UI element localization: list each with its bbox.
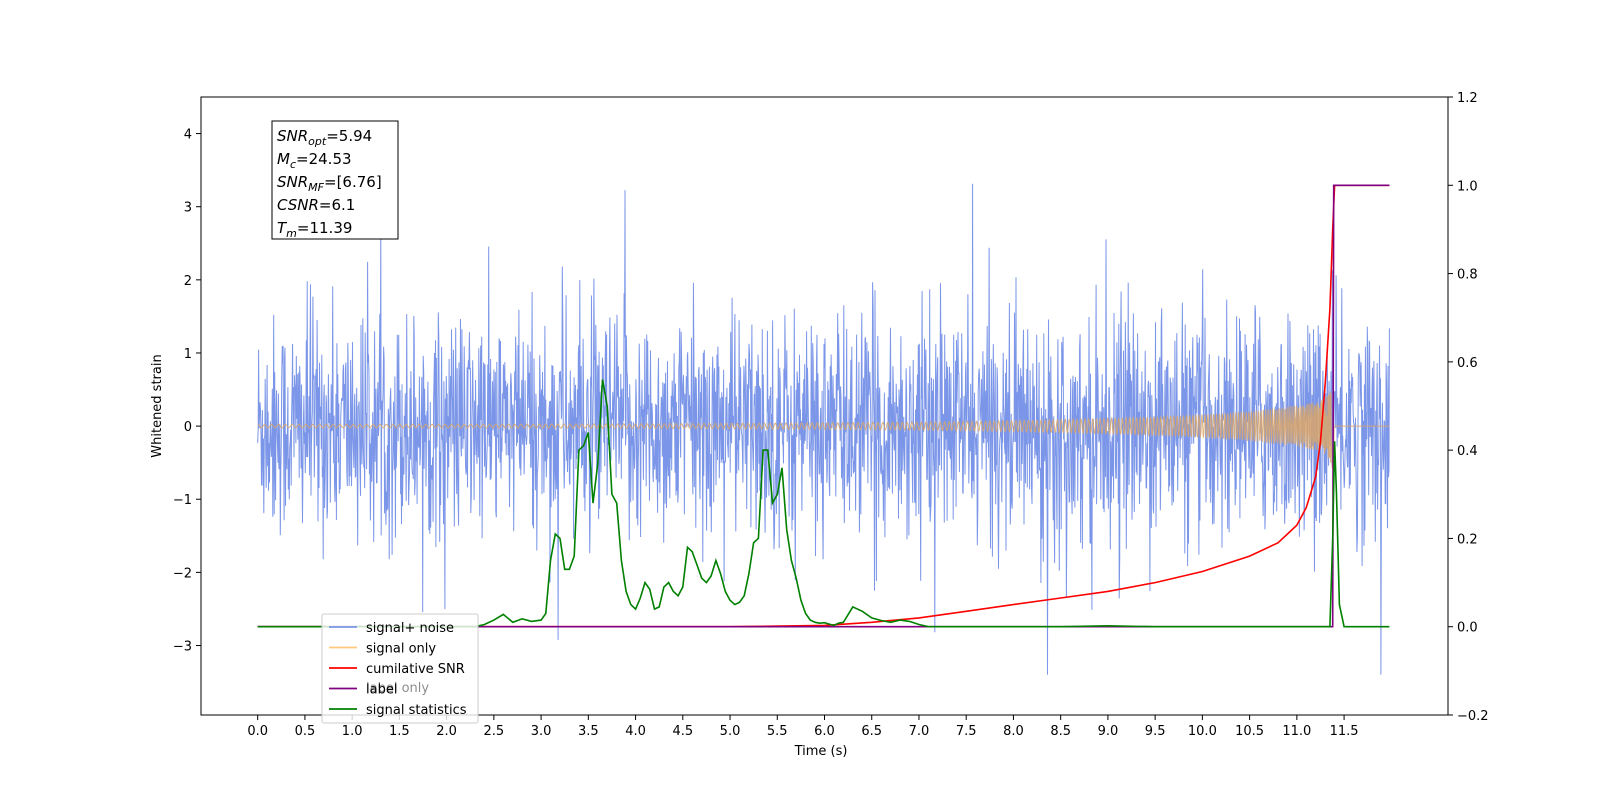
legend: label only signal+ noise signal only cumila… [321, 613, 479, 724]
info-subscript: opt [308, 135, 327, 148]
series-layer [257, 184, 1390, 628]
x-tick-label: 0.0 [247, 724, 268, 739]
y-tick-label-left: 1 [184, 347, 192, 362]
legend-label: label [366, 683, 397, 698]
x-tick-label: 2.0 [436, 724, 457, 739]
x-tick-label: 7.5 [956, 724, 977, 739]
x-tick-label: 4.5 [672, 724, 693, 739]
x-tick-label: 8.5 [1050, 724, 1071, 739]
info-line: Tm=11.39 [277, 219, 352, 240]
x-tick-label: 2.5 [484, 724, 505, 739]
info-box: SNRopt=5.94Mc=24.53SNRMF=[6.76]CSNR=6.1T… [271, 120, 399, 240]
info-symbol: M [277, 150, 290, 168]
x-tick-label: 3.0 [531, 724, 552, 739]
info-line: Mc=24.53 [277, 150, 352, 171]
legend-label: signal statistics [366, 703, 467, 718]
x-tick-label: 8.0 [1003, 724, 1024, 739]
y-tick-label-left: 0 [184, 420, 192, 435]
y-tick-label-right: 0.2 [1457, 532, 1478, 547]
info-subscript: m [286, 227, 297, 240]
y-axis-left: −3 −2 −1 0 1 2 3 4 [173, 128, 201, 655]
legend-label: signal only [366, 642, 436, 657]
series-signal-statistics [257, 379, 1390, 628]
y-tick-label-left: 3 [184, 201, 192, 216]
y-tick-label-right: −0.2 [1457, 709, 1489, 724]
y-axis-label: Whitened strain [150, 354, 165, 457]
info-symbol: SNR [277, 127, 308, 145]
y-tick-label-right: 1.2 [1457, 91, 1478, 106]
info-symbol: T [277, 219, 288, 237]
legend-frame [321, 613, 479, 724]
x-tick-label: 9.0 [1098, 724, 1119, 739]
x-tick-label: 10.0 [1188, 724, 1217, 739]
info-symbol: SNR [277, 173, 308, 191]
info-subscript: c [290, 158, 296, 171]
signal-trace [257, 391, 1390, 469]
x-tick-label: 6.5 [861, 724, 882, 739]
legend-hidden-entry: label only [366, 681, 429, 696]
series-cumilative-snr [257, 184, 1390, 628]
x-tick-label: 0.5 [295, 724, 316, 739]
y-tick-label-right: 0.0 [1457, 621, 1478, 636]
y-tick-label-left: 4 [184, 128, 192, 143]
x-axis-label: Time (s) [794, 744, 848, 759]
noise-layer [257, 183, 1390, 675]
x-tick-label: 3.5 [578, 724, 599, 739]
info-value: =[6.76] [324, 173, 382, 191]
y-tick-label-left: −2 [173, 566, 192, 581]
info-value: =11.39 [297, 219, 353, 237]
x-tick-label: 11.5 [1330, 724, 1359, 739]
noise-trace [257, 183, 1390, 675]
info-line: CSNR=6.1 [277, 196, 355, 214]
y-tick-label-left: −1 [173, 493, 192, 508]
y-tick-label-right: 0.8 [1457, 268, 1478, 283]
info-value: =5.94 [326, 127, 372, 145]
x-axis: 0.0 0.5 1.0 1.5 2.0 2.5 3.0 3.5 4.0 4.5 5.0 5.5 6.0 6… [247, 715, 1359, 739]
y-tick-label-right: 0.6 [1457, 356, 1478, 371]
info-value: =6.1 [319, 196, 355, 214]
info-value: =24.53 [296, 150, 352, 168]
info-subscript: MF [308, 181, 324, 194]
y-tick-label-right: 0.4 [1457, 444, 1478, 459]
x-tick-label: 1.5 [389, 724, 410, 739]
x-tick-label: 7.0 [909, 724, 930, 739]
x-tick-label: 9.5 [1145, 724, 1166, 739]
x-tick-label: 10.5 [1235, 724, 1264, 739]
x-tick-label: 6.0 [814, 724, 835, 739]
legend-label: cumilative SNR [366, 662, 465, 677]
x-tick-label: 4.0 [625, 724, 646, 739]
y-tick-label-right: 1.0 [1457, 179, 1478, 194]
y-axis-right: −0.2 0.0 0.2 0.4 0.6 0.8 1.0 1.2 [1448, 91, 1489, 724]
info-line: SNRMF=[6.76] [277, 173, 382, 194]
y-tick-label-left: −3 [173, 640, 192, 655]
legend-label: signal+ noise [366, 621, 454, 636]
x-tick-label: 11.0 [1282, 724, 1311, 739]
info-symbol: CSNR [277, 196, 319, 214]
x-tick-label: 5.5 [767, 724, 788, 739]
info-box-frame [271, 120, 399, 240]
signal-layer [257, 391, 1390, 469]
y-tick-label-left: 2 [184, 274, 192, 289]
info-line: SNRopt=5.94 [277, 127, 372, 148]
x-tick-label: 1.0 [342, 724, 363, 739]
x-tick-label: 5.0 [720, 724, 741, 739]
